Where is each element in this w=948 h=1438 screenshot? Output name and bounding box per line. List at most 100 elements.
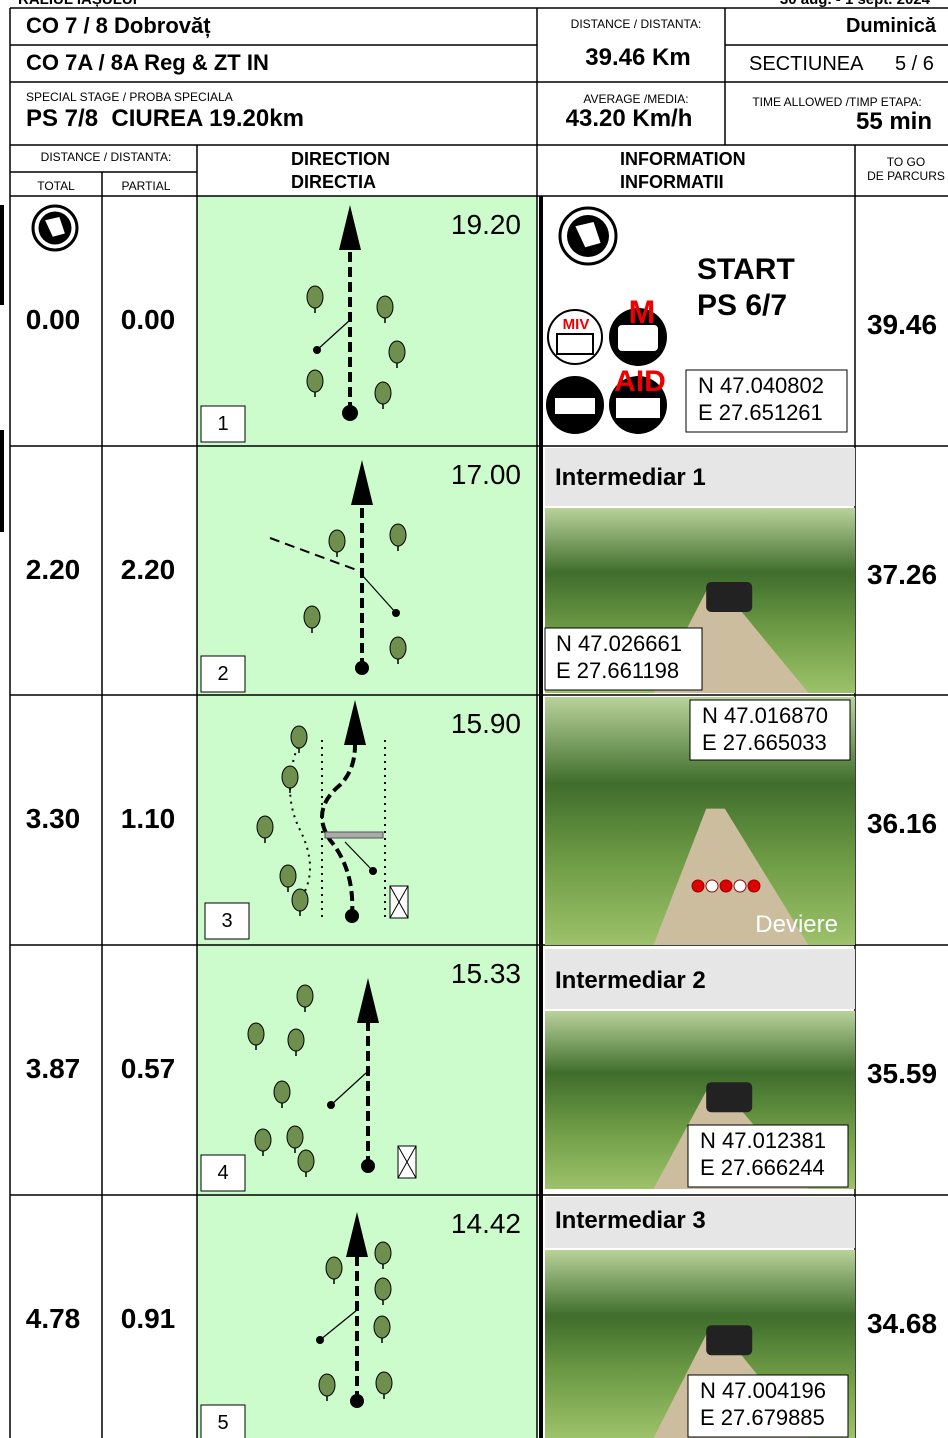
step-number: 5: [217, 1412, 229, 1434]
total-distance: 4.78: [25, 1303, 81, 1334]
longitude: E 27.661198: [556, 658, 680, 683]
direction-cell: [197, 196, 537, 446]
tree: [256, 815, 274, 839]
tree: [374, 1277, 392, 1301]
flag-icon: [575, 222, 601, 248]
barrier: [747, 879, 761, 893]
tree: [375, 1371, 393, 1395]
tree: [389, 636, 407, 660]
side-road: [316, 319, 351, 351]
barrier: [719, 879, 733, 893]
stage-distance: 15.33: [450, 958, 521, 989]
total-distance: 2.20: [25, 554, 81, 585]
control-name: CO 7A / 8A Reg & ZT IN: [26, 50, 269, 75]
latitude: N 47.004196: [700, 1378, 826, 1403]
total-distance: 3.30: [25, 803, 81, 834]
coords-box: [687, 1124, 849, 1188]
stage-distance: 15.90: [450, 708, 521, 739]
info-title: START: [697, 253, 795, 286]
route: [320, 744, 357, 917]
longitude: E 27.679885: [700, 1405, 825, 1430]
tree: [297, 1149, 315, 1173]
average-label: AVERAGE /MEDIA:: [583, 92, 689, 106]
partial-distance: 0.91: [120, 1303, 176, 1334]
average-value: 43.20 Km/h: [565, 105, 693, 132]
arrow-head: [339, 205, 361, 250]
latitude: N 47.026661: [556, 631, 682, 656]
section-value: 5 / 6: [895, 53, 934, 75]
badge-label: M: [628, 294, 656, 330]
side-road-end: [316, 1336, 324, 1344]
start-marker: [342, 405, 358, 421]
distance-to-go: 34.68: [866, 1308, 938, 1339]
side-road: [319, 1309, 358, 1341]
distance-to-go: 36.16: [866, 808, 938, 839]
time-label: TIME ALLOWED /TIMP ETAPA:: [752, 95, 922, 109]
latitude: N 47.016870: [702, 703, 828, 728]
tree: [273, 1080, 291, 1104]
stage-distance: 17.00: [450, 459, 521, 490]
step-number: 3: [221, 910, 233, 932]
control-name: CO 7 / 8 Dobrovăț: [26, 13, 211, 38]
barrier: [691, 879, 705, 893]
tree: [374, 381, 392, 405]
coords-box: [689, 699, 851, 761]
direction-cell: [197, 695, 537, 945]
step-box: [200, 405, 246, 443]
photo-car: [706, 1082, 753, 1113]
tree: [306, 369, 324, 393]
photo-car: [706, 1325, 753, 1356]
coords-box: [544, 627, 703, 691]
tree: [279, 864, 297, 888]
arrow-head: [346, 1212, 368, 1257]
stage-distance: 14.42: [450, 1208, 521, 1239]
column-header: DIRECTION: [291, 149, 390, 169]
tree: [376, 295, 394, 319]
total-distance: 0.00: [25, 304, 81, 335]
tree: [281, 765, 299, 789]
longitude: E 27.665033: [702, 730, 827, 755]
bridge: [324, 831, 384, 839]
partial-distance: 1.10: [120, 803, 176, 834]
column-header: TOTAL: [37, 179, 75, 193]
edge-mark: [0, 205, 4, 305]
distance-to-go: 37.26: [866, 559, 938, 590]
tree: [374, 1241, 392, 1265]
tree: [290, 725, 308, 749]
column-header: PARTIAL: [121, 179, 171, 193]
info-title: Intermediar 3: [555, 1207, 706, 1234]
info-title-bar: [545, 448, 855, 506]
partial-distance: 2.20: [120, 554, 176, 585]
latitude: N 47.012381: [700, 1128, 826, 1153]
side-road: [330, 1072, 367, 1106]
direction-cell: [197, 1195, 537, 1438]
barrier: [705, 879, 719, 893]
step-number: 4: [217, 1162, 229, 1184]
step-box: [200, 1154, 246, 1192]
column-header: DISTANCE / DISTANTA:: [40, 150, 172, 164]
event-name: RALIUL IAȘULUI: [18, 0, 137, 7]
marker: [406, 1145, 417, 1179]
column-header: TO GO: [886, 155, 926, 169]
longitude: E 27.666244: [700, 1155, 825, 1180]
side-road-end: [327, 1101, 335, 1109]
column-header: INFORMATION: [620, 149, 746, 169]
arrow-head: [351, 460, 373, 505]
side-road-end: [392, 609, 400, 617]
start-dot: [350, 1394, 364, 1408]
badge-label: AID: [614, 365, 666, 398]
info-title-bar: [545, 949, 855, 1009]
day: Duminică: [845, 15, 936, 37]
tree: [303, 605, 321, 629]
step-box: [200, 1404, 246, 1438]
info-subtitle: PS 6/7: [697, 289, 788, 322]
photo-road: [653, 808, 809, 945]
barrier: [733, 879, 747, 893]
tree: [388, 340, 406, 364]
info-title: Intermediar 2: [555, 967, 706, 994]
partial-distance: 0.00: [120, 304, 176, 335]
distance-value: 39.46 Km: [585, 44, 691, 71]
badge: [618, 325, 658, 351]
